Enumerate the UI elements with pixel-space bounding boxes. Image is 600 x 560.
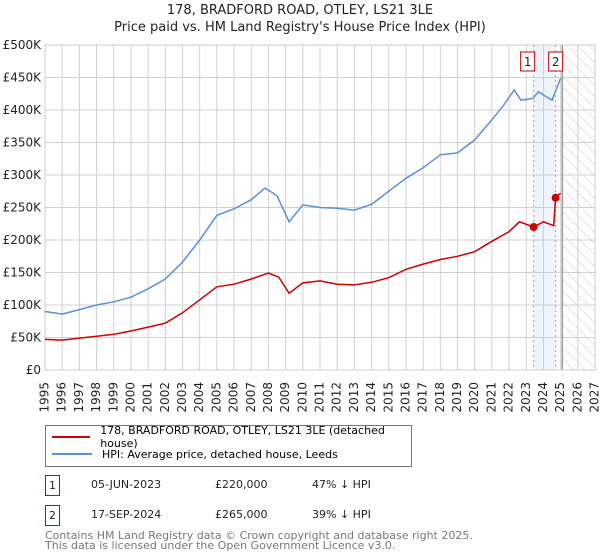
x-tick-label: 2016 (398, 382, 412, 413)
x-tick-label: 2008 (261, 382, 275, 413)
footer: Contains HM Land Registry data © Crown c… (45, 529, 473, 552)
y-tick-label: £100K (3, 298, 43, 312)
x-tick-label: 2006 (227, 382, 241, 413)
legend-hpi: HPI: Average price, detached house, Leed… (102, 447, 338, 461)
x-tick-label: 2005 (209, 382, 223, 413)
x-tick-label: 2027 (588, 382, 600, 413)
series-line (44, 192, 562, 341)
chart-title: 178, BRADFORD ROAD, OTLEY, LS21 3LE (166, 3, 434, 18)
x-tick-label: 1998 (89, 382, 103, 413)
plot-border (44, 44, 596, 371)
x-tick-label: 1999 (106, 382, 120, 413)
legend-property: 178, BRADFORD ROAD, OTLEY, LS21 3LE (det… (100, 424, 385, 450)
sale-point (529, 223, 538, 231)
x-tick-label: 2020 (467, 382, 481, 413)
x-tick-label: 2019 (450, 382, 464, 413)
sale-marker: 2 (45, 505, 60, 526)
y-tick-label: £450K (3, 71, 43, 85)
x-tick-label: 2002 (158, 382, 172, 413)
annotation-box (548, 51, 564, 72)
sale-date: 17-SEP-2024 (91, 508, 162, 521)
x-tick-label: 2009 (278, 382, 292, 413)
sale-marker: 1 (45, 475, 60, 496)
legend: 178, BRADFORD ROAD, OTLEY, LS21 3LE (det… (45, 424, 412, 467)
y-tick-label: £0 (26, 363, 41, 377)
sale-point (551, 193, 560, 202)
x-tick-label: 1995 (38, 382, 52, 413)
x-tick-label: 2004 (192, 382, 206, 413)
sale-hpi: 47% ↓ HPI (312, 478, 371, 491)
sale-price: £265,000 (215, 508, 268, 521)
y-tick-label: £50K (10, 331, 42, 345)
annotation-label: 1 (524, 55, 532, 69)
x-tick-label: 2007 (244, 382, 258, 413)
y-tick-label: £300K (3, 168, 43, 182)
y-tick-label: £200K (3, 233, 43, 247)
x-tick-label: 2010 (295, 382, 309, 413)
y-tick-label: £350K (3, 136, 43, 150)
y-tick-label: £400K (3, 103, 43, 117)
x-tick-label: 2026 (570, 382, 584, 413)
x-tick-label: 2000 (123, 382, 137, 413)
sale-date: 05-JUN-2023 (91, 478, 162, 491)
x-tick-label: 2015 (381, 382, 395, 413)
x-tick-label: 2018 (433, 382, 447, 413)
price-chart: 1995 1996 1997 1998 1999 2000 2001 2002 2003 2004… (3, 38, 600, 413)
x-tick-label: 2024 (536, 382, 550, 413)
x-tick-label: 2013 (347, 382, 361, 413)
x-tick-label: 2017 (416, 382, 430, 413)
y-tick-label: £150K (3, 266, 43, 280)
y-tick-label: £500K (3, 38, 43, 52)
y-tick-label: £250K (3, 201, 43, 215)
sale-row-2: 2 17-SEP-2024 £265,000 39% ↓ HPI (45, 505, 545, 526)
x-tick-label: 1996 (55, 382, 69, 413)
legend-blue-line (52, 453, 92, 455)
footer-line-2: This data is licensed under the Open Gov… (45, 539, 396, 552)
x-tick-label: 2014 (364, 382, 378, 413)
x-tick-label: 2012 (330, 382, 344, 413)
footer-line-1: Contains HM Land Registry data © Crown c… (45, 529, 473, 542)
sale-row-1: 1 05-JUN-2023 £220,000 47% ↓ HPI (45, 475, 545, 496)
x-tick-label: 2003 (175, 382, 189, 413)
x-tick-label: 2022 (502, 382, 516, 413)
x-tick-label: 2025 (553, 382, 567, 413)
series-line (44, 77, 562, 315)
sale-price: £220,000 (215, 478, 268, 491)
legend-red-line (52, 436, 91, 438)
annotation-box (520, 51, 536, 72)
x-tick-label: 1997 (72, 382, 86, 413)
annotation-label: 2 (552, 55, 560, 69)
x-tick-label: 2001 (141, 382, 155, 413)
chart-subtitle: Price paid vs. HM Land Registry's House … (114, 20, 486, 35)
x-tick-label: 2011 (313, 382, 327, 413)
sale-hpi: 39% ↓ HPI (312, 508, 371, 521)
x-tick-label: 2023 (519, 382, 533, 413)
x-tick-label: 2021 (484, 382, 498, 413)
